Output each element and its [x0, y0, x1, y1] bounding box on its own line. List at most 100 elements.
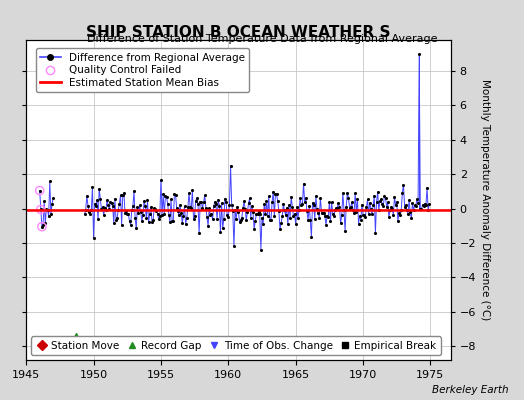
Point [189, 216, 198, 222]
Point [131, 215, 139, 221]
Point [37, 206, 45, 213]
Point [322, 222, 330, 228]
Point [146, 210, 154, 217]
Point [269, 188, 277, 195]
Point [285, 202, 293, 208]
Point [392, 198, 401, 205]
Point [384, 199, 392, 206]
Point [192, 198, 200, 204]
Point [236, 216, 245, 223]
Point [159, 191, 167, 198]
Point [95, 185, 103, 192]
Point [151, 206, 159, 212]
Point [247, 214, 255, 221]
Point [303, 208, 311, 214]
Point [278, 213, 287, 220]
Point [190, 212, 199, 219]
Point [315, 214, 323, 221]
Title: SHIP STATION B OCEAN WEATHER S: SHIP STATION B OCEAN WEATHER S [86, 25, 391, 40]
Point [316, 194, 324, 201]
Point [242, 217, 250, 223]
Point [371, 230, 379, 236]
Point [314, 210, 322, 216]
Point [150, 205, 158, 212]
Point [196, 198, 204, 205]
Point [404, 210, 412, 217]
Point [134, 210, 143, 216]
Point [330, 213, 338, 220]
Point [388, 206, 397, 212]
Point [307, 234, 315, 240]
Point [83, 193, 91, 199]
Point [283, 221, 292, 228]
Point [230, 243, 238, 250]
Point [308, 200, 316, 206]
Point [320, 210, 328, 216]
Point [224, 214, 233, 220]
Point [124, 211, 133, 218]
Point [396, 212, 405, 218]
Point [231, 206, 239, 213]
Point [395, 210, 403, 217]
Point [118, 192, 127, 198]
Point [235, 219, 244, 225]
Point [359, 211, 367, 218]
Point [140, 198, 148, 204]
Point [339, 190, 347, 196]
Point [257, 247, 265, 253]
Point [214, 197, 222, 203]
Point [323, 212, 331, 219]
Point [174, 212, 183, 218]
Point [243, 209, 252, 216]
Point [304, 217, 312, 223]
Point [413, 196, 421, 202]
Point [387, 204, 395, 210]
Point [397, 207, 406, 214]
Point [217, 200, 226, 206]
Point [344, 194, 353, 201]
Point [368, 211, 376, 218]
Point [97, 206, 106, 212]
Point [264, 213, 272, 220]
Point [258, 214, 266, 221]
Point [121, 210, 129, 216]
Point [425, 200, 433, 207]
Point [225, 202, 234, 208]
Point [370, 193, 378, 199]
Point [336, 220, 345, 226]
Point [252, 211, 260, 217]
Point [406, 209, 414, 216]
Point [114, 206, 123, 213]
Point [276, 226, 284, 232]
Point [357, 216, 365, 223]
Point [342, 204, 351, 210]
Point [360, 212, 368, 218]
Point [177, 210, 185, 216]
Point [335, 204, 344, 210]
Point [240, 198, 248, 204]
Point [405, 197, 413, 203]
Point [324, 214, 332, 220]
Point [93, 197, 101, 204]
Point [185, 190, 193, 196]
Point [176, 202, 184, 208]
Point [156, 213, 164, 219]
Point [100, 212, 108, 218]
Point [310, 202, 318, 209]
Point [126, 221, 135, 228]
Point [165, 212, 173, 218]
Point [182, 215, 191, 221]
Point [42, 205, 51, 212]
Point [166, 218, 174, 225]
Point [49, 195, 57, 202]
Point [103, 196, 111, 203]
Point [381, 195, 390, 201]
Point [163, 201, 172, 208]
Point [149, 217, 157, 223]
Point [416, 206, 424, 212]
Point [91, 200, 99, 207]
Point [267, 217, 275, 223]
Point [90, 235, 98, 242]
Point [113, 215, 122, 221]
Point [313, 206, 321, 213]
